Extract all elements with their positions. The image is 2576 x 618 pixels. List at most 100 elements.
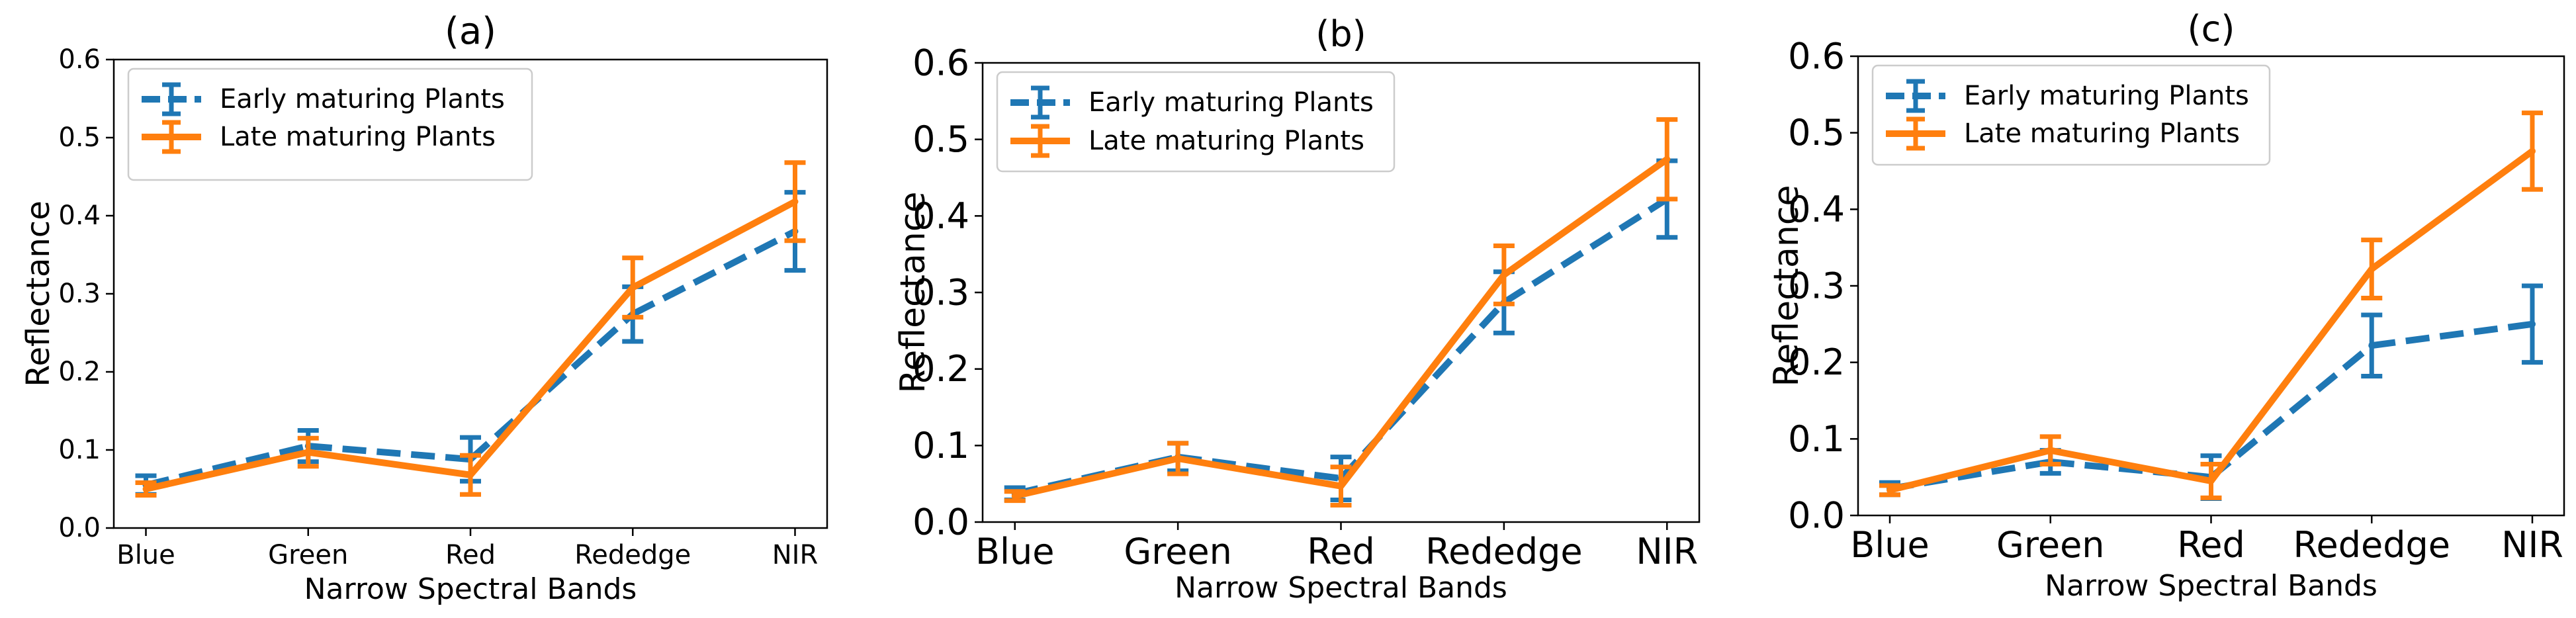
panel-a-late-line-segment: [631, 199, 797, 290]
panel-c-late-line-segment: [2049, 447, 2212, 484]
panel-b-chart: (b) 0.0 0.1 0.2 0.3 0.4 0.5 0.6 Blue Green Red Rede…: [893, 13, 1701, 605]
panel-b-legend: Early maturing Plants Late maturing Plant…: [996, 71, 1396, 173]
panel-c-late-data-point: [1887, 486, 1894, 494]
panel-b-series-late: [1004, 117, 1678, 508]
panel-c-x-tick-label: NIR: [2501, 524, 2563, 566]
panel-a-late-data-point: [142, 486, 150, 492]
panel-b-x-tick-label: Rededge: [1425, 531, 1583, 572]
panel-c-x-tick-label: Green: [1996, 524, 2105, 566]
panel-b-late-line-segment: [1177, 455, 1342, 490]
panel-a-early-line-segment: [145, 443, 309, 488]
panel-a-x-axis-label: Narrow Spectral Bands: [304, 572, 637, 606]
panel-c-early-line-segment: [2371, 320, 2533, 349]
panel-a-late-line-segment: [308, 449, 471, 478]
panel-c-late-data-point: [2528, 148, 2536, 155]
panel-a-y-axis-label: Reflectance: [20, 200, 57, 386]
panel-c-legend-box: [1871, 64, 2271, 166]
panel-a-y-tick-label: 0.4: [58, 200, 101, 231]
panel-c-x-tick-label: Red: [2177, 524, 2245, 566]
panel-c-y-tick-label: 0.5: [1788, 112, 1845, 154]
panel-b-y-tick-label: 0.4: [912, 195, 969, 237]
panel-a-late-line-segment: [468, 285, 636, 478]
panel-a-y-tick-label: 0.2: [58, 357, 101, 387]
panel-c-x-tick-label: Blue: [1850, 524, 1930, 566]
panel-b-y-tick-label: 0.1: [912, 425, 969, 466]
panel-a-x-tick-label: Green: [268, 540, 348, 570]
panel-c-y-tick-label: 0.3: [1788, 265, 1845, 307]
panel-b-late-data-point: [1500, 271, 1507, 279]
panel-a-y-tick-label: 0.0: [58, 513, 101, 543]
panel-c-y-tick-label: 0.6: [1788, 36, 1845, 77]
panel-a-y-tick-label: 0.3: [58, 279, 101, 309]
panel-b-legend-label-late: Late maturing Plants: [1088, 126, 1364, 156]
panel-c-series-late: [1879, 110, 2543, 500]
panel-b-early-line-segment: [1502, 196, 1669, 306]
panel-c-early-data-point: [2528, 320, 2536, 328]
panel-b-y-tick-label: 0.2: [912, 348, 969, 390]
panel-a-legend-label-late: Late maturing Plants: [220, 122, 496, 152]
panel-b-y-tick-label: 0.5: [912, 118, 969, 160]
panel-a-legend-handle-early: [142, 82, 201, 116]
panel-a-late-data-point: [467, 471, 474, 478]
panel-b-title: (b): [1315, 13, 1366, 55]
panel-a-y-tick-label: 0.5: [58, 122, 101, 153]
panel-a-series-late: [135, 160, 806, 498]
panel-c-late-line-segment: [1888, 447, 2051, 494]
panel-c-legend-label-late: Late maturing Plants: [1964, 118, 2240, 149]
panel-c-y-tick-label: 0.0: [1788, 495, 1845, 537]
panel-b-late-line-segment: [1338, 273, 1507, 488]
panel-c-legend-label-early: Early maturing Plants: [1964, 81, 2249, 111]
panel-a-y-tick-label: 0.6: [58, 44, 101, 75]
panel-b-late-data-point: [1175, 455, 1182, 462]
panel-b-y-tick-label: 0.3: [912, 272, 969, 314]
panel-a-legend-box: [127, 67, 533, 181]
panel-b-early-line-segment: [1177, 453, 1342, 482]
panel-b-series-early: [1004, 158, 1678, 502]
panel-a-x-tick-label: NIR: [772, 540, 819, 570]
panel-b-legend-handle-late: [1010, 124, 1070, 158]
panel-c-legend-handle-early: [1886, 79, 1945, 113]
panel-b-late-data-point: [1664, 155, 1671, 163]
panel-c-legend-handle-late: [1886, 116, 1945, 151]
panel-a-chart: (a) 0.0 0.1 0.2 0.3 0.4 0.5 0.6 Blue Green Red Rede…: [20, 10, 828, 606]
panel-c-y-axis-label: Reflectance: [1767, 185, 1806, 387]
panel-b-legend-box: [996, 71, 1396, 173]
panel-a-late-data-point: [791, 198, 799, 205]
panel-b-y-tick-label: 0.6: [912, 42, 969, 84]
panel-b-x-tick-label: Green: [1124, 531, 1232, 572]
panel-a-early-line-segment: [308, 443, 471, 463]
panel-c-early-data-point: [2368, 342, 2376, 349]
panel-b-x-tick-label: NIR: [1636, 531, 1698, 572]
panel-b-late-line-segment: [1501, 156, 1669, 278]
panel-c-late-data-point: [2368, 265, 2376, 273]
panel-c-early-line-segment: [1889, 459, 2051, 492]
panel-b-x-tick-label: Red: [1307, 531, 1375, 572]
panel-b-y-axis-label: Reflectance: [893, 192, 933, 394]
panel-c-late-data-point: [2047, 447, 2054, 454]
panel-c-x-axis-label: Narrow Spectral Bands: [2045, 569, 2377, 603]
panel-a-x-tick-label: Rededge: [574, 540, 691, 570]
panel-c-y-tick-label: 0.2: [1788, 341, 1845, 383]
panel-c-early-line-segment: [2209, 343, 2374, 480]
panel-c-y-tick-label: 0.4: [1788, 189, 1845, 230]
panel-c-late-line-segment: [2208, 267, 2375, 483]
panel-b-late-data-point: [1011, 492, 1018, 500]
panel-a-series-early: [135, 190, 806, 497]
panel-c-x-tick-label: Rededge: [2293, 524, 2450, 566]
panel-a-legend: Early maturing Plants Late maturing Plant…: [127, 67, 533, 181]
panel-c-late-data-point: [2207, 477, 2215, 484]
panel-a-x-tick-label: Red: [445, 540, 496, 570]
panel-a-legend-handle-late: [142, 120, 201, 154]
panel-c-early-line-segment: [2050, 459, 2211, 481]
panel-b-legend-label-early: Early maturing Plants: [1088, 87, 1374, 118]
panel-b-x-axis-label: Narrow Spectral Bands: [1175, 571, 1507, 605]
panel-a-y-tick-label: 0.1: [58, 435, 101, 465]
panel-a-early-line-segment: [631, 228, 797, 318]
panel-a-early-line-segment: [468, 311, 635, 462]
panel-a-legend-label-early: Early maturing Plants: [220, 84, 505, 114]
panel-a-late-data-point: [629, 284, 637, 291]
panel-c-legend: Early maturing Plants Late maturing Plant…: [1871, 64, 2271, 166]
panel-a-x-tick-label: Blue: [116, 540, 175, 570]
panel-b-legend-handle-early: [1010, 85, 1070, 120]
